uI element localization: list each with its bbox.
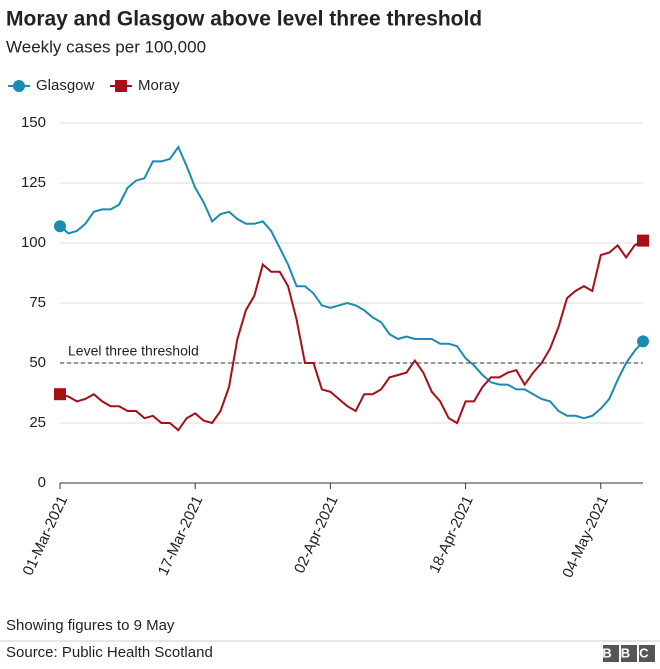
x-tick-label: 17-Mar-2021 [155,493,207,578]
legend-label: Glasgow [36,77,95,94]
logo: BBC [602,645,657,662]
chart-title: Moray and Glasgow above level three thre… [6,8,482,31]
x-tick-label: 04-May-2021 [559,493,612,580]
x-tick-label: 18-Apr-2021 [426,493,477,576]
legend-label: Moray [138,77,180,94]
source: Source: Public Health Scotland [6,644,213,661]
end-marker [637,335,649,348]
y-tick-label: 0 [38,474,46,491]
y-tick-label: 75 [29,294,46,311]
y-tick-label: 25 [29,414,46,431]
end-marker [637,234,649,247]
logo-box [639,645,655,662]
threshold-label: Level three threshold [68,343,199,359]
logo-box [603,645,619,662]
x-tick-label: 01-Mar-2021 [20,493,72,578]
x-tick-label: 02-Apr-2021 [291,493,342,576]
note: Showing figures to 9 May [6,617,175,634]
legend-marker [13,80,25,92]
series-line [59,144,644,420]
y-tick-label: 50 [29,354,46,371]
y-tick-label: 125 [21,174,46,191]
y-tick-label: 100 [21,234,46,251]
end-marker [54,220,66,233]
end-marker [54,388,66,401]
chart-subtitle: Weekly cases per 100,000 [6,37,206,56]
y-tick-label: 150 [21,114,46,131]
logo-box [621,645,637,662]
legend-marker [115,80,127,92]
logo-text: BBC [602,645,657,660]
series-line [59,239,644,432]
